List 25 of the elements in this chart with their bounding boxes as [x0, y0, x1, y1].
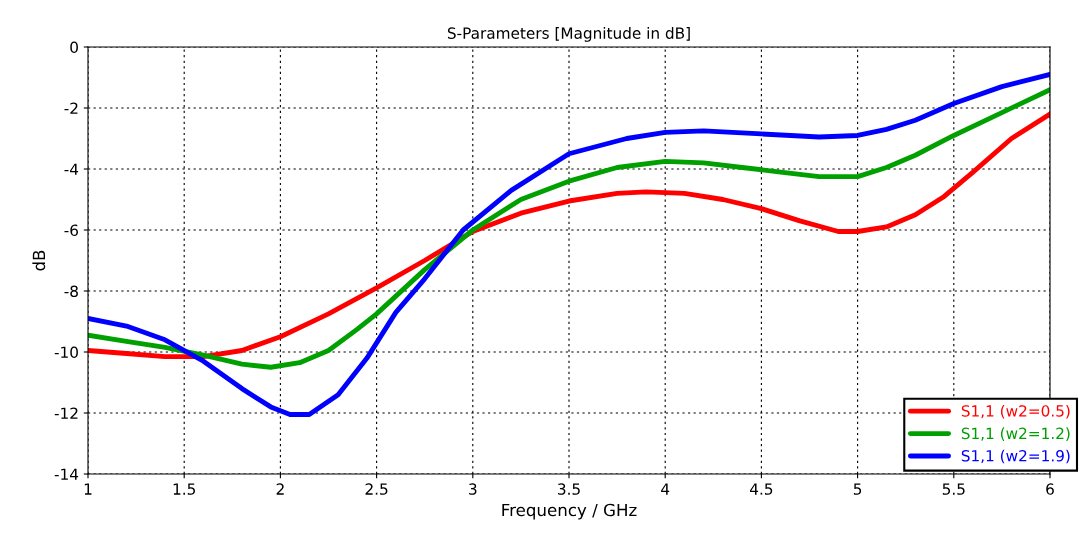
legend-label: S1,1 (w2=1.2) — [961, 427, 1070, 441]
y-tick-label: -10 — [54, 346, 78, 359]
y-tick-label: -14 — [54, 468, 79, 480]
x-tick-label: 1.5 — [173, 483, 196, 495]
y-axis-title: dB — [32, 250, 46, 271]
x-tick-label: 2.5 — [365, 483, 388, 495]
legend-label: S1,1 (w2=1.9) — [961, 449, 1070, 464]
y-tick-label: -2 — [64, 102, 78, 114]
x-tick-label: 4 — [661, 483, 670, 495]
chart-title: S-Parameters [Magnitude in dB] — [447, 27, 690, 42]
x-tick-label: 4.5 — [750, 483, 773, 495]
x-tick-label: 3.5 — [558, 483, 580, 495]
x-tick-label: 2 — [276, 483, 284, 495]
y-tick-label: -4 — [64, 163, 79, 175]
x-tick-label: 6 — [1046, 483, 1054, 495]
x-tick-label: 5.5 — [942, 483, 965, 495]
legend-label: S1,1 (w2=0.5) — [961, 404, 1070, 419]
x-tick-label: 1 — [84, 483, 92, 495]
y-tick-label: -6 — [64, 224, 79, 237]
x-tick-label: 5 — [853, 483, 862, 495]
x-axis-title: Frequency / GHz — [502, 503, 637, 520]
y-tick-label: 0 — [70, 41, 78, 54]
y-tick-label: -12 — [54, 407, 78, 419]
x-tick-label: 3 — [469, 483, 477, 495]
y-tick-label: -8 — [64, 285, 78, 298]
